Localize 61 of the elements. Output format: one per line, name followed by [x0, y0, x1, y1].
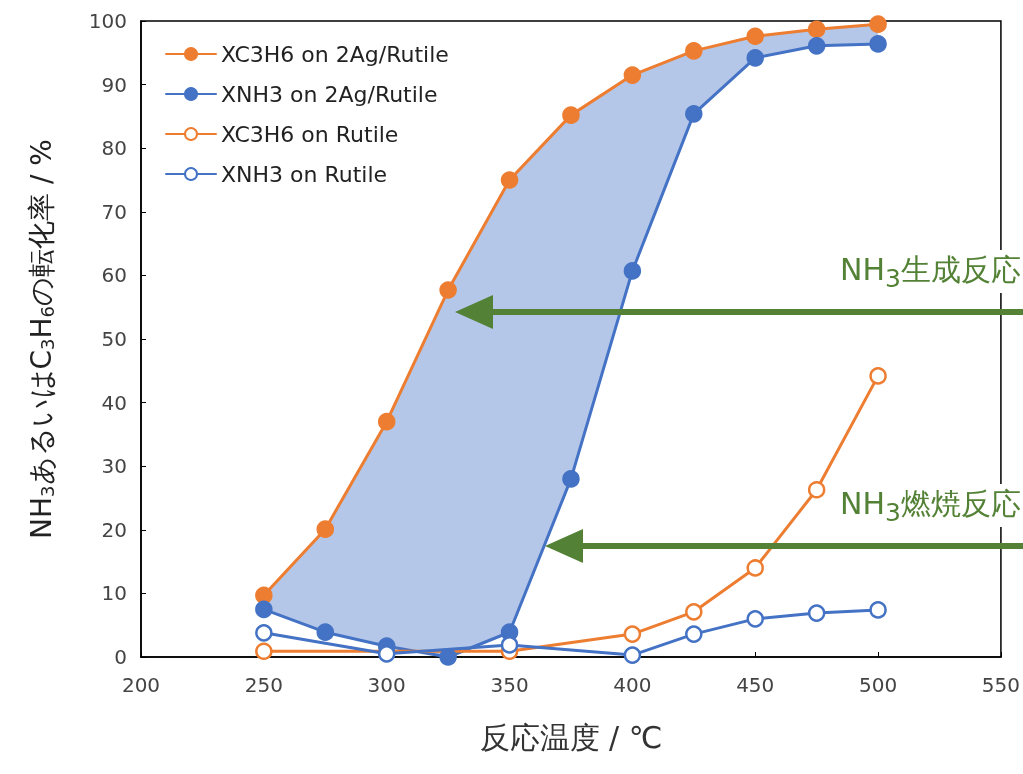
legend-label: XC3H6 on 2Ag/Rutile [221, 41, 449, 67]
x-axis-title: 反応温度 / ℃ [479, 719, 663, 755]
point [746, 27, 764, 46]
x-tick-label: 200 [121, 673, 161, 697]
point [807, 480, 826, 499]
point [746, 49, 764, 67]
point [623, 66, 642, 84]
point [623, 262, 642, 280]
x-tick-label: 300 [367, 673, 406, 697]
point [623, 625, 642, 643]
point [316, 520, 335, 538]
point [685, 42, 703, 60]
point [255, 600, 273, 619]
legend-label: XNH3 on Rutile [221, 161, 388, 187]
point [562, 470, 580, 488]
point [623, 646, 642, 664]
point [807, 37, 826, 55]
point [746, 559, 764, 577]
point [869, 601, 887, 619]
y-tick-label: 60 [101, 263, 127, 288]
y-tick-label: 70 [101, 199, 127, 224]
point [500, 636, 519, 654]
x-tick-label: 500 [858, 673, 898, 697]
point [316, 623, 335, 641]
point [869, 35, 887, 53]
y-tick-label: 10 [101, 581, 127, 606]
point [377, 412, 396, 431]
point [439, 648, 457, 666]
point [255, 586, 273, 605]
point [685, 603, 703, 621]
x-tick-label: 550 [981, 673, 1021, 697]
y-tick-label: 90 [101, 72, 127, 97]
y-tick-label: 30 [101, 454, 127, 479]
point [439, 281, 457, 299]
point [685, 105, 703, 123]
y-tick-label: 100 [88, 9, 127, 33]
x-tick-label: 250 [244, 673, 283, 697]
y-tick-label: 0 [114, 645, 127, 669]
legend-label: XNH3 on 2Ag/Rutile [221, 81, 438, 107]
y-tick-label: 80 [101, 136, 127, 161]
point [562, 106, 580, 124]
point [685, 625, 703, 643]
point [807, 20, 826, 39]
point [746, 610, 764, 628]
x-tick-label: 350 [490, 673, 529, 697]
point [500, 171, 519, 189]
x-tick-label: 400 [613, 673, 652, 697]
point [869, 15, 887, 33]
point [377, 645, 396, 663]
x-tick-label: 450 [736, 673, 775, 697]
point [869, 367, 887, 385]
annotation: NH$_{3}$生成反応 [836, 250, 1023, 293]
y-axis-title: NH3あるいはC3H6の転化率 / % [24, 139, 58, 539]
point [807, 604, 826, 622]
legend-label: XC3H6 on Rutile [221, 121, 399, 147]
y-tick-label: 20 [101, 517, 127, 542]
point [255, 642, 273, 661]
y-tick-label: 40 [101, 390, 127, 415]
annotation: NH$_{3}$燃焼反応 [836, 484, 1023, 527]
point [255, 624, 273, 642]
y-tick-label: 50 [101, 327, 127, 351]
